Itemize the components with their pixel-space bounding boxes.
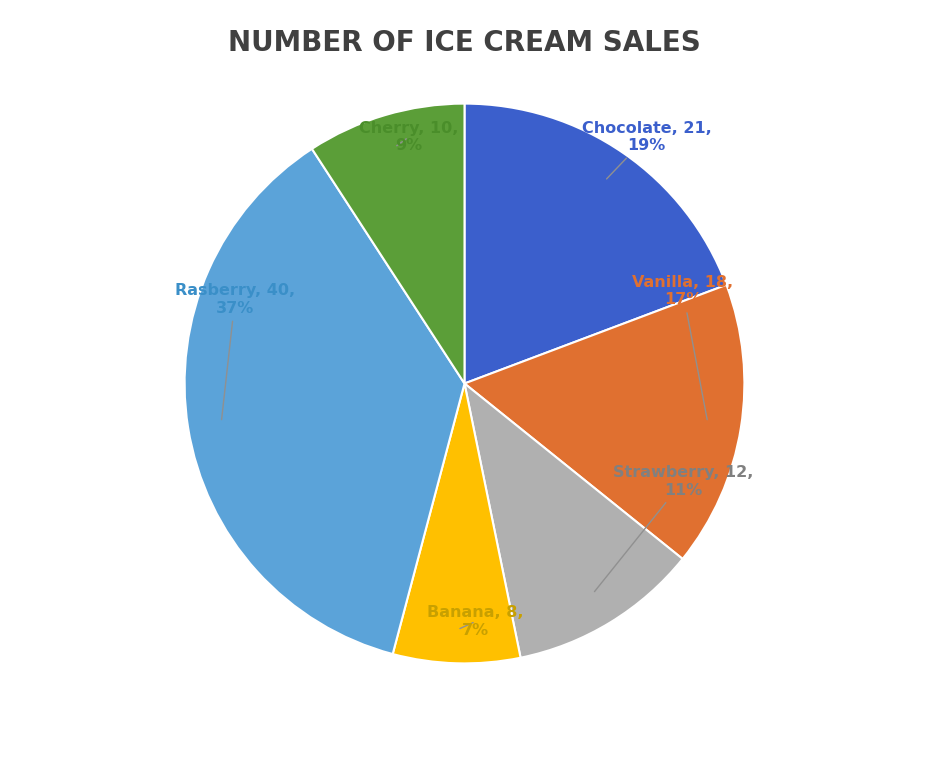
- Wedge shape: [464, 104, 726, 384]
- Wedge shape: [393, 384, 520, 663]
- Text: Banana, 8,
7%: Banana, 8, 7%: [427, 605, 523, 637]
- Text: Chocolate, 21,
19%: Chocolate, 21, 19%: [581, 121, 711, 179]
- Wedge shape: [464, 384, 682, 658]
- Wedge shape: [464, 285, 743, 559]
- Text: Cherry, 10,
9%: Cherry, 10, 9%: [358, 121, 458, 153]
- Wedge shape: [185, 149, 464, 654]
- Text: Rasberry, 40,
37%: Rasberry, 40, 37%: [174, 283, 295, 420]
- Wedge shape: [312, 104, 464, 384]
- Text: Strawberry, 12,
11%: Strawberry, 12, 11%: [594, 466, 753, 591]
- Text: Vanilla, 18,
17%: Vanilla, 18, 17%: [632, 275, 732, 420]
- Title: NUMBER OF ICE CREAM SALES: NUMBER OF ICE CREAM SALES: [228, 28, 700, 57]
